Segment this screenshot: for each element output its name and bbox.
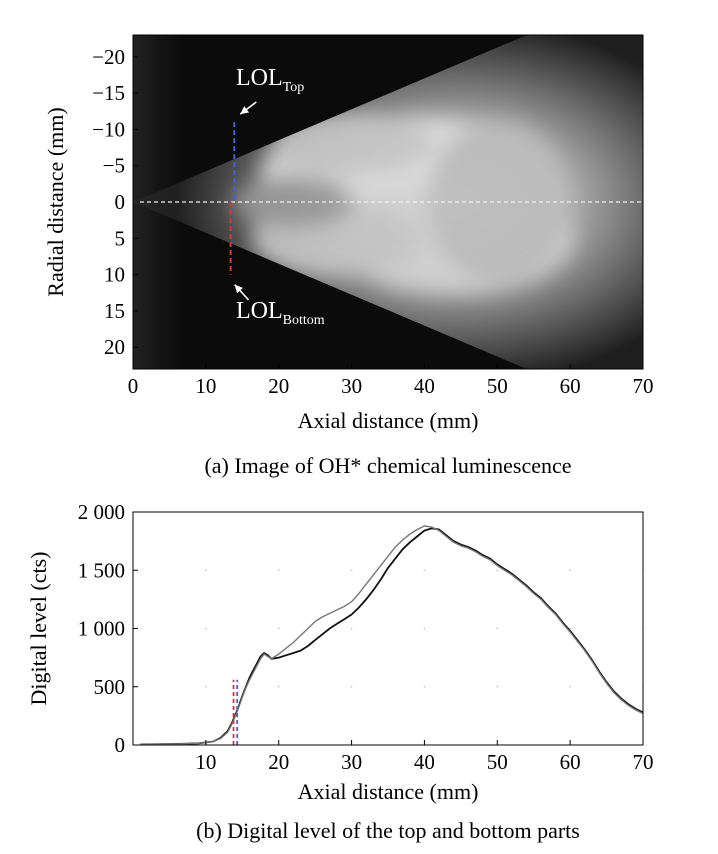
y-tick-label: −15 bbox=[92, 81, 125, 105]
digital-level-chart-panel: 10 20 30 40 50 60 70 0 500 1 000 1 500 2 000 Axial … bbox=[26, 500, 654, 843]
y-axis-label: Radial distance (mm) bbox=[43, 107, 68, 296]
plot-area bbox=[140, 525, 644, 746]
lol-bottom-label: LOLBottom bbox=[236, 298, 325, 328]
arrowhead bbox=[240, 106, 250, 115]
panel-b-caption: (b) Digital level of the top and bottom … bbox=[196, 818, 580, 843]
y-tick-label: 1 000 bbox=[78, 617, 125, 641]
x-tick-label: 10 bbox=[195, 374, 216, 398]
y-tick-label: −10 bbox=[92, 117, 125, 141]
x-axis-label: Axial distance (mm) bbox=[298, 408, 479, 433]
lol-top-label: LOLTop bbox=[236, 65, 304, 95]
y-tick-label: 1 500 bbox=[78, 558, 125, 582]
y-tick-label: 15 bbox=[104, 299, 125, 323]
lol-annotations: LOLTop LOLBottom bbox=[133, 65, 643, 328]
x-tick-label: 70 bbox=[633, 374, 654, 398]
panel-a-caption: (a) Image of OH* chemical luminescence bbox=[204, 453, 571, 478]
x-tick-label: 10 bbox=[195, 750, 216, 774]
x-tick-label: 70 bbox=[633, 750, 654, 774]
x-tick-label: 40 bbox=[414, 750, 435, 774]
chart-axes: 10 20 30 40 50 60 70 0 500 1 000 1 500 2 000 bbox=[78, 500, 654, 774]
x-tick-label: 50 bbox=[487, 374, 508, 398]
x-axis-label: Axial distance (mm) bbox=[298, 779, 479, 804]
x-tick-label: 60 bbox=[560, 750, 581, 774]
x-tick-label: 20 bbox=[268, 750, 289, 774]
y-tick-label: 500 bbox=[94, 675, 126, 699]
x-tick-label: 50 bbox=[487, 750, 508, 774]
grid-dots bbox=[205, 569, 644, 688]
x-tick-label: 20 bbox=[268, 374, 289, 398]
x-tick-label: 40 bbox=[414, 374, 435, 398]
y-axis-label: Digital level (cts) bbox=[26, 552, 51, 706]
x-tick-label: 30 bbox=[341, 750, 362, 774]
y-tick-label: 5 bbox=[115, 226, 126, 250]
series-line-2 bbox=[140, 525, 644, 746]
y-tick-label: 0 bbox=[115, 733, 126, 757]
image-axes: 0 10 20 30 40 50 60 70 −20 −15 −10 −5 0 5 10 15 20 bbox=[92, 34, 654, 398]
y-tick-label: 20 bbox=[104, 335, 125, 359]
y-tick-label: −5 bbox=[103, 154, 125, 178]
y-tick-label: 2 000 bbox=[78, 500, 125, 524]
series-line-1 bbox=[140, 527, 644, 746]
x-tick-label: 60 bbox=[560, 374, 581, 398]
x-tick-label: 30 bbox=[341, 374, 362, 398]
y-tick-label: 0 bbox=[115, 190, 126, 214]
y-tick-label: 10 bbox=[104, 263, 125, 287]
y-tick-label: −20 bbox=[92, 45, 125, 69]
x-tick-label: 0 bbox=[128, 374, 139, 398]
arrowhead bbox=[234, 284, 243, 294]
